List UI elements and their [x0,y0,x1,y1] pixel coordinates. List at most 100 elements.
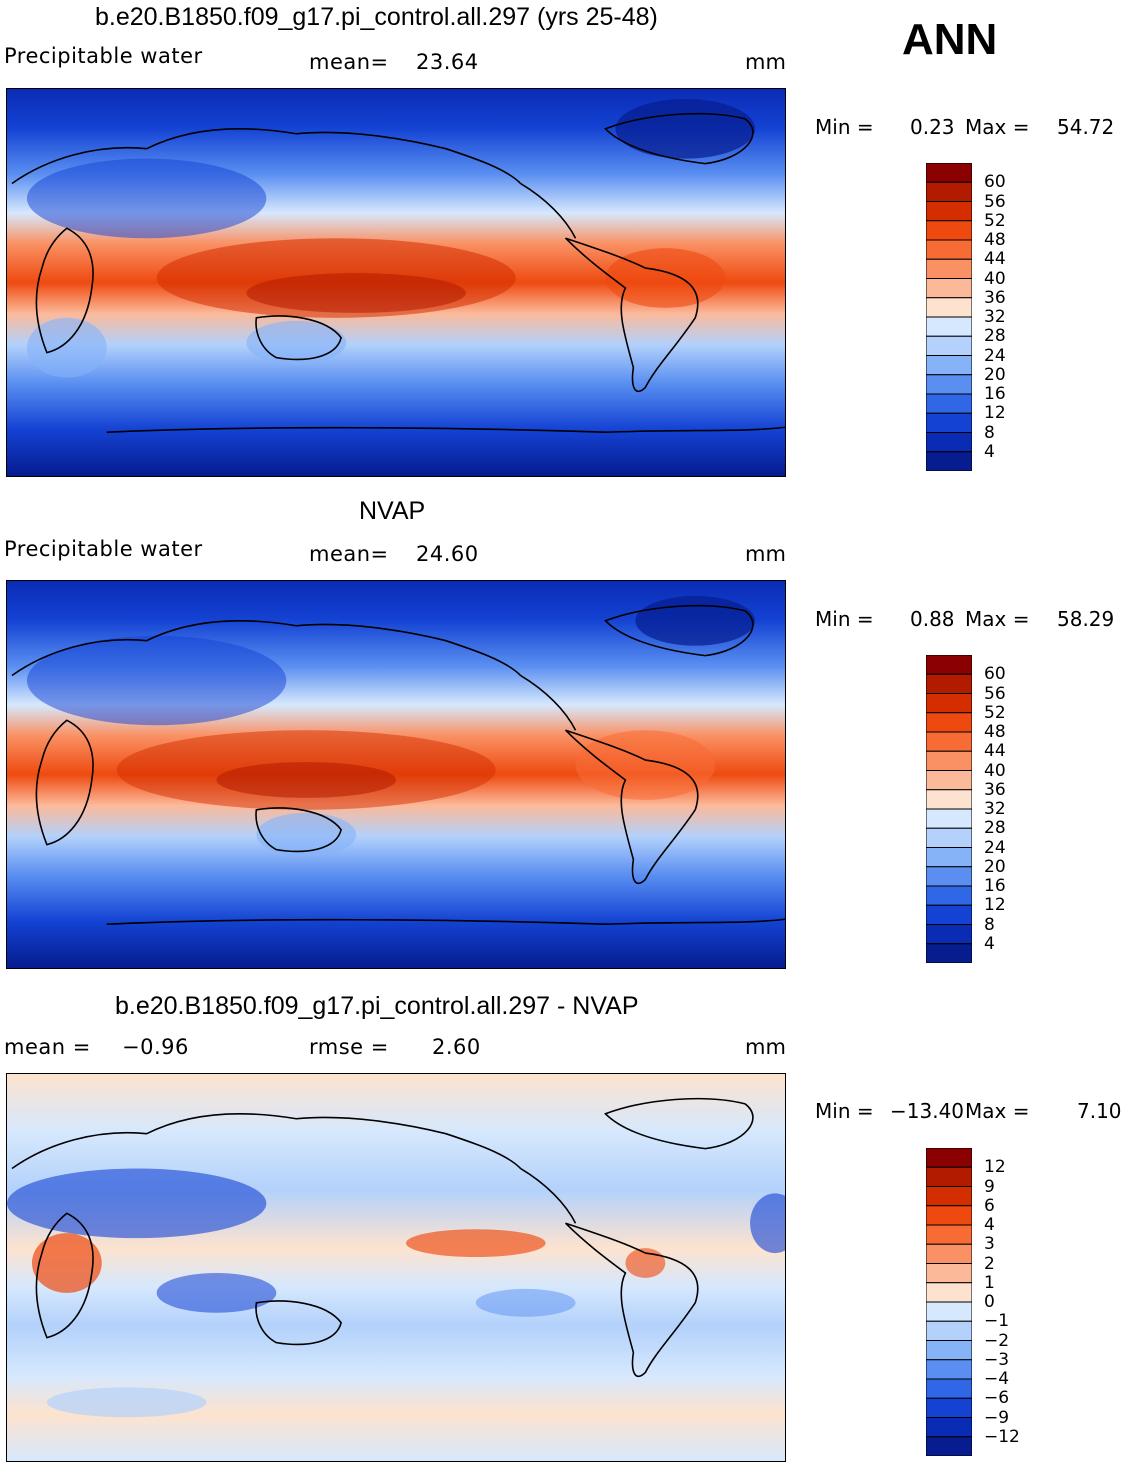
colorbar-tick-label: 32 [984,307,1006,327]
colorbar-swatch [926,201,972,222]
panel-1-map [6,88,786,477]
colorbar-swatch [926,1320,972,1341]
colorbar-swatch [926,655,972,675]
colorbar-swatch [926,1243,972,1264]
colorbar-swatch [926,827,972,848]
colorbar-swatch [926,1263,972,1284]
panel-1-mean-label: mean= [309,50,389,74]
panel-3-units: mm [745,1035,786,1059]
colorbar-swatch [926,1397,972,1418]
colorbar-tick-label: 8 [984,914,995,935]
panel-3-mean-label: mean = [4,1035,91,1059]
colorbar-tick-label: 44 [984,741,1006,762]
colorbar-swatch [926,750,972,771]
panel-2-colorbar-svg [926,655,972,963]
colorbar-swatch [926,278,972,299]
colorbar-swatch [926,258,972,279]
colorbar-tick-label: 16 [984,384,1006,404]
colorbar-tick-label: −9 [984,1407,1010,1428]
panel-2-max-label: Max = [965,607,1030,631]
panel-1-max-label: Max = [965,115,1030,139]
colorbar-swatch [926,220,972,241]
colorbar-swatch [926,1186,972,1207]
colorbar-swatch [926,1359,972,1380]
panel-1-min-label: Min = [815,115,874,139]
panel-3-max-label: Max = [965,1099,1030,1123]
panel-3-colorbar-svg [926,1148,972,1456]
colorbar-tick-label: 56 [984,683,1006,704]
colorbar-tick-label: 16 [984,876,1006,896]
panel-2-min-value: 0.88 [910,607,955,631]
colorbar-tick-label: 36 [984,287,1006,308]
panel-3-title: b.e20.B1850.f09_g17.pi_control.all.297 -… [115,992,639,1020]
panel-3-colorbar [926,1148,972,1456]
colorbar-swatch [926,866,972,887]
colorbar-swatch [926,1166,972,1187]
colorbar-tick-label: 12 [984,895,1006,916]
colorbar-swatch [926,374,972,395]
colorbar-tick-label: 60 [984,664,1006,685]
colorbar-tick-label: 12 [984,1157,1006,1178]
colorbar-tick-label: 40 [984,268,1006,289]
colorbar-tick-label: 52 [984,702,1006,723]
panel-3-min-label: Min = [815,1099,874,1123]
panel-2-colorbar [926,655,972,963]
colorbar-tick-label: 32 [984,799,1006,819]
colorbar-swatch [926,712,972,733]
colorbar-tick-label: 20 [984,364,1006,385]
colorbar-swatch [926,1282,972,1303]
colorbar-tick-label: 6 [984,1195,995,1216]
colorbar-swatch [926,943,972,963]
colorbar-tick-label: 4 [984,933,995,954]
colorbar-swatch [926,731,972,752]
colorbar-tick-label: 2 [984,1253,995,1274]
panel-3-max-value: 7.10 [1077,1099,1122,1123]
panel-1-title: b.e20.B1850.f09_g17.pi_control.all.297 (… [95,3,658,31]
panel-3-rmse-label: rmse = [309,1035,389,1059]
colorbar-swatch [926,451,972,471]
colorbar-tick-label: 44 [984,249,1006,270]
colorbar-tick-label: 4 [984,1215,995,1235]
colorbar-swatch [926,1340,972,1361]
panel-2-mean-value: 24.60 [416,542,479,566]
panel-3-mean-value: −0.96 [122,1035,189,1059]
panel-1-mean-value: 23.64 [416,50,479,74]
panel-1-units: mm [745,50,786,74]
colorbar-swatch [926,1224,972,1245]
colorbar-tick-label: 48 [984,230,1006,250]
colorbar-swatch [926,673,972,694]
colorbar-tick-label: −4 [984,1369,1010,1389]
panel-2-units: mm [745,542,786,566]
colorbar-swatch [926,163,972,183]
colorbar-swatch [926,770,972,791]
colorbar-swatch [926,904,972,925]
colorbar-tick-label: 8 [984,422,995,443]
colorbar-tick-label: 3 [984,1234,995,1255]
colorbar-tick-label: 28 [984,326,1006,347]
colorbar-swatch [926,1205,972,1226]
colorbar-swatch [926,316,972,337]
colorbar-swatch [926,924,972,945]
colorbar-swatch [926,1148,972,1168]
colorbar-swatch [926,239,972,260]
colorbar-tick-label: −3 [984,1349,1010,1370]
panel-1-max-value: 54.72 [1057,115,1115,139]
colorbar-tick-label: 40 [984,760,1006,781]
colorbar-tick-label: −6 [984,1388,1010,1409]
colorbar-swatch [926,297,972,318]
season-label: ANN [902,15,998,64]
colorbar-swatch [926,693,972,714]
colorbar-swatch [926,808,972,829]
colorbar-swatch [926,1417,972,1438]
colorbar-tick-label: 9 [984,1176,995,1197]
colorbar-swatch [926,355,972,376]
colorbar-swatch [926,181,972,202]
panel-1-min-value: 0.23 [910,115,955,139]
panel-2-min-label: Min = [815,607,874,631]
colorbar-swatch [926,335,972,356]
colorbar-swatch [926,432,972,453]
colorbar-tick-label: 24 [984,837,1006,858]
colorbar-swatch [926,1436,972,1456]
colorbar-tick-label: 60 [984,172,1006,193]
colorbar-tick-label: 12 [984,403,1006,424]
